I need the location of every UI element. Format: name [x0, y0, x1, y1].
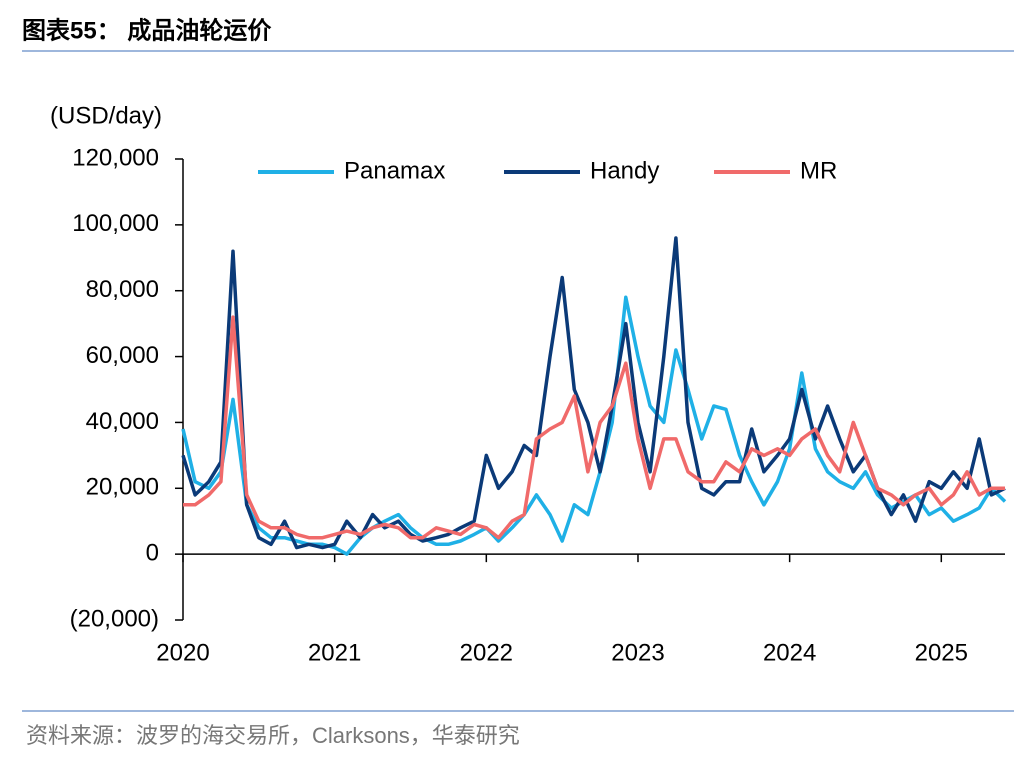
- y-tick-label: 60,000: [86, 342, 159, 369]
- y-tick-label: (20,000): [70, 605, 159, 632]
- x-tick-label: 2023: [611, 639, 664, 666]
- y-tick-label: 40,000: [86, 408, 159, 435]
- header-title: 图表55： 成品油轮运价: [22, 16, 272, 44]
- legend-label: MR: [800, 157, 837, 184]
- legend-label: Panamax: [344, 157, 445, 184]
- x-tick-label: 2024: [763, 639, 816, 666]
- x-tick-label: 2022: [460, 639, 513, 666]
- series-line: [181, 295, 1007, 556]
- series-line: [183, 315, 1005, 540]
- y-axis-label: (USD/day): [50, 102, 162, 129]
- y-tick-label: 0: [146, 539, 159, 566]
- legend-label: Handy: [590, 157, 659, 184]
- x-tick-label: 2025: [915, 639, 968, 666]
- y-tick-label: 20,000: [86, 474, 159, 501]
- y-tick-label: 120,000: [72, 144, 159, 171]
- y-tick-label: 80,000: [86, 276, 159, 303]
- x-tick-label: 2021: [308, 639, 361, 666]
- source: 资料来源：波罗的海交易所，Clarksons，华泰研究: [26, 723, 520, 748]
- y-tick-label: 100,000: [72, 210, 159, 237]
- x-tick-label: 2020: [156, 639, 209, 666]
